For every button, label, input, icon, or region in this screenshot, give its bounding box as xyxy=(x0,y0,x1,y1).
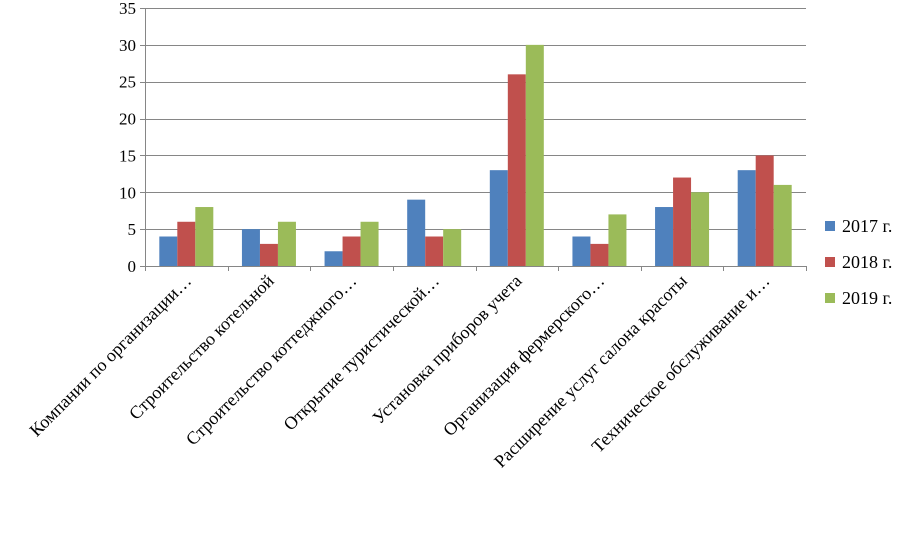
legend-swatch xyxy=(825,221,835,231)
category-label: Открытие туристической… xyxy=(279,271,443,435)
legend-swatch xyxy=(825,257,835,267)
bar xyxy=(324,251,343,266)
bar xyxy=(572,236,591,266)
bar xyxy=(177,221,196,266)
category-label: Строительство котельной xyxy=(125,270,278,423)
bar xyxy=(195,207,214,266)
legend-swatch xyxy=(825,293,835,303)
bar xyxy=(489,170,508,266)
y-tick-label: 5 xyxy=(128,220,137,239)
y-tick-label: 0 xyxy=(128,257,137,276)
legend-label: 2018 г. xyxy=(842,252,892,272)
category-label: Строительство коттеджного… xyxy=(182,271,361,450)
y-tick-label: 10 xyxy=(119,183,136,202)
bar xyxy=(525,44,544,266)
bar xyxy=(608,214,627,266)
y-tick-label: 30 xyxy=(119,36,136,55)
bar xyxy=(443,229,462,266)
axes xyxy=(140,8,807,271)
bar xyxy=(673,177,692,266)
y-tick-label: 25 xyxy=(119,73,136,92)
category-label: Установка приборов учета xyxy=(368,271,525,428)
bar xyxy=(507,74,526,266)
gridlines xyxy=(145,8,806,230)
bar xyxy=(407,199,426,266)
bar xyxy=(277,221,296,266)
bar xyxy=(342,236,361,266)
bar xyxy=(259,243,278,266)
y-tick-label: 20 xyxy=(119,110,136,129)
bar xyxy=(590,243,609,266)
category-label: Компании по организации… xyxy=(25,271,195,441)
bar xyxy=(655,207,674,266)
legend-label: 2017 г. xyxy=(842,216,892,236)
legend-label: 2019 г. xyxy=(842,288,892,308)
bars xyxy=(159,44,792,266)
legend: 2017 г. 2018 г. 2019 г. xyxy=(825,216,892,308)
bar xyxy=(360,221,379,266)
bar xyxy=(755,155,774,266)
bar xyxy=(773,184,792,266)
y-tick-label: 35 xyxy=(119,0,136,18)
category-label: Организация фермерского… xyxy=(439,271,608,440)
bar xyxy=(691,192,710,266)
y-tick-labels: 0 5 10 15 20 25 30 35 xyxy=(119,0,136,276)
bar xyxy=(425,236,444,266)
y-tick-label: 15 xyxy=(119,146,136,165)
category-label: Техническое обслуживание и… xyxy=(588,271,774,457)
bar xyxy=(241,229,260,266)
bar xyxy=(159,236,178,266)
category-labels: Компании по организации…Строительство ко… xyxy=(25,270,773,471)
bar xyxy=(737,170,756,266)
